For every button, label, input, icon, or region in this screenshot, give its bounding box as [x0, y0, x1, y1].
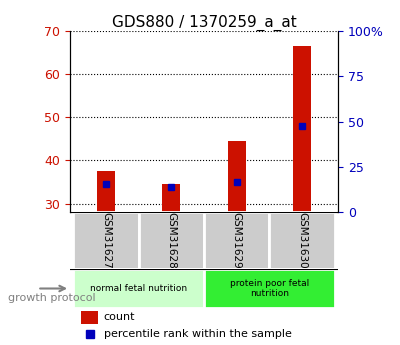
Bar [204, 212, 269, 269]
Title: GDS880 / 1370259_a_at: GDS880 / 1370259_a_at [112, 15, 296, 31]
Bar [81, 311, 98, 324]
Text: growth protocol: growth protocol [8, 294, 96, 303]
Bar [139, 212, 204, 269]
Bar [73, 212, 139, 269]
Bar [293, 46, 311, 212]
Bar [228, 141, 246, 212]
Bar [97, 171, 115, 212]
Bar [204, 269, 335, 308]
Text: GSM31627: GSM31627 [101, 212, 111, 269]
Text: GSM31630: GSM31630 [297, 212, 307, 269]
Text: normal fetal nutrition: normal fetal nutrition [90, 284, 187, 293]
Text: percentile rank within the sample: percentile rank within the sample [104, 329, 291, 339]
Text: count: count [104, 312, 135, 322]
Text: protein poor fetal
nutrition: protein poor fetal nutrition [230, 279, 309, 298]
Text: GSM31628: GSM31628 [166, 212, 176, 269]
Text: GSM31629: GSM31629 [232, 212, 242, 269]
Bar [162, 184, 180, 212]
Bar [73, 269, 204, 308]
Bar [269, 212, 335, 269]
